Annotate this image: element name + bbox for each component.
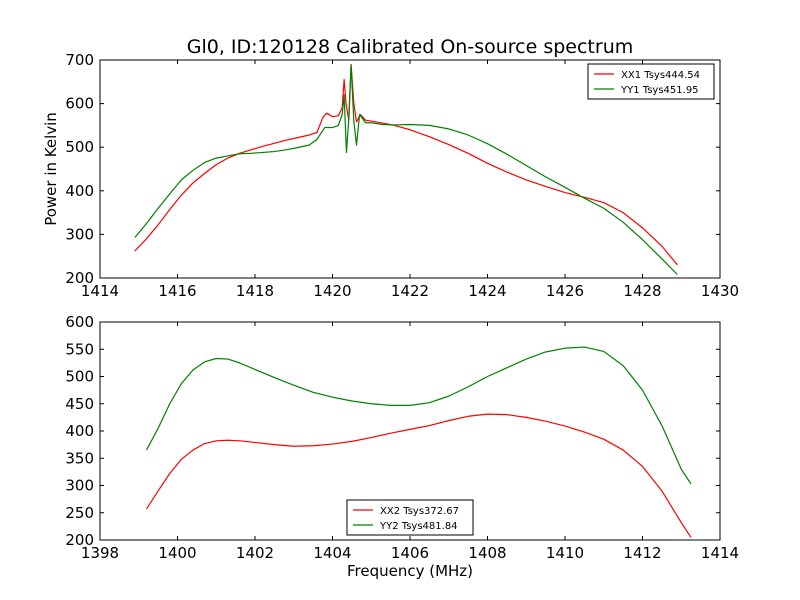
x-tick-label: 1400 [158, 544, 196, 562]
x-tick-label: 1402 [236, 544, 274, 562]
legend-entry-label: XX1 Tsys444.54 [621, 70, 700, 81]
top-spectrum-plot: 1414 1416 1418 1420 1422 1424 1426 1428 1430 200 3… [42, 51, 739, 300]
y-tick-label: 300 [65, 477, 94, 495]
y-tick-label: 600 [65, 95, 94, 113]
x-tick-label: 1408 [468, 544, 506, 562]
legend-box [346, 499, 474, 536]
x-tick-label: 1406 [391, 544, 429, 562]
x-tick-label: 1416 [158, 282, 196, 300]
x-tick-label: 1412 [623, 544, 661, 562]
x-tick-label: 1424 [468, 282, 506, 300]
x-tick-label: 1410 [546, 544, 584, 562]
y-axis-label: Power in Kelvin [42, 112, 60, 226]
series-line-yy1 [134, 64, 678, 275]
x-tick-label: 1426 [546, 282, 584, 300]
y-tick-label: 400 [65, 422, 94, 440]
legend-entry-label: YY1 Tsys451.95 [620, 85, 699, 96]
x-tick-label: 1404 [313, 544, 351, 562]
legend-entry-label: YY2 Tsys481.84 [379, 521, 458, 532]
series-line-xx2 [145, 413, 692, 538]
y-tick-label: 250 [65, 504, 94, 522]
legend-box [587, 63, 715, 100]
y-tick-label: 300 [65, 225, 94, 243]
y-tick-label: 500 [65, 138, 94, 156]
y-tick-label: 200 [65, 531, 94, 549]
series-line-yy2 [145, 346, 692, 485]
y-tick-label: 400 [65, 182, 94, 200]
x-tick-label: 1418 [236, 282, 274, 300]
y-tick-label: 600 [65, 313, 94, 331]
legend: XX2 Tsys372.67 YY2 Tsys481.84 [346, 499, 474, 536]
x-tick-label: 1422 [391, 282, 429, 300]
x-tick-label: 1428 [623, 282, 661, 300]
y-tick-label: 550 [65, 340, 94, 358]
x-tick-label: 1414 [701, 544, 739, 562]
y-tick-label: 350 [65, 449, 94, 467]
bottom-spectrum-plot: 1398 1400 1402 1404 1406 1408 1410 1412 1414 200 2… [65, 313, 739, 580]
figure-title: Gl0, ID:120128 Calibrated On-source spec… [187, 36, 634, 58]
y-tick-label: 700 [65, 51, 94, 69]
y-tick-label: 450 [65, 395, 94, 413]
y-tick-label: 200 [65, 269, 94, 287]
x-tick-label: 1420 [313, 282, 351, 300]
x-tick-label: 1414 [81, 282, 119, 300]
x-tick-label: 1430 [701, 282, 739, 300]
legend: XX1 Tsys444.54 YY1 Tsys451.95 [587, 63, 715, 100]
x-axis-label: Frequency (MHz) [347, 562, 473, 580]
x-tick-label: 1398 [81, 544, 119, 562]
series-line-xx1 [134, 63, 678, 266]
y-tick-label: 500 [65, 368, 94, 386]
legend-entry-label: XX2 Tsys372.67 [380, 506, 459, 517]
